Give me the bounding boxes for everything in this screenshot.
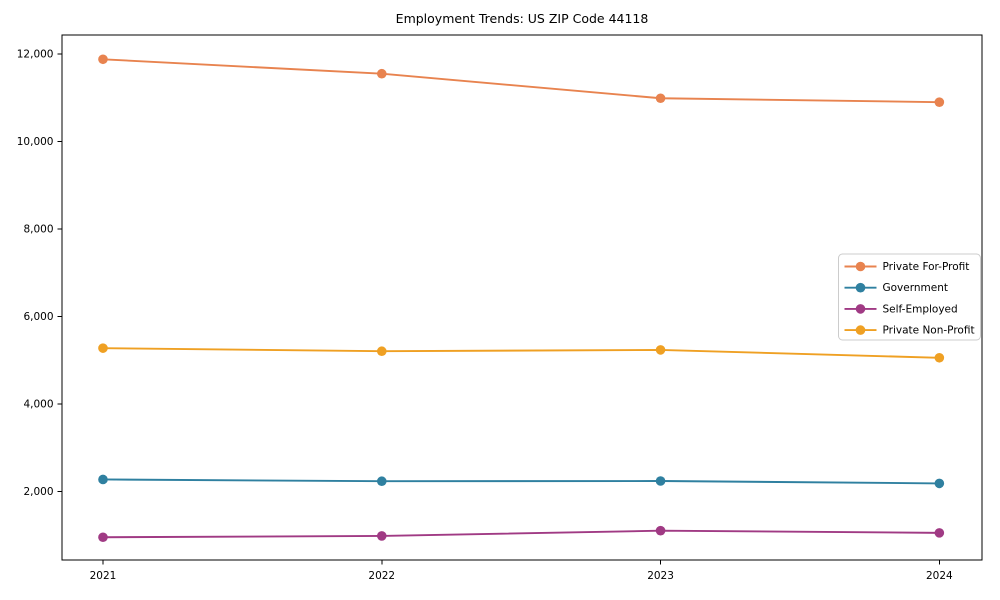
y-tick-label: 4,000 [23,399,53,411]
legend-label: Government [883,282,948,294]
data-point-private-non-profit-2021 [98,343,108,353]
chart-title: Employment Trends: US ZIP Code 44118 [395,11,649,26]
legend-item-self-employed: Self-Employed [844,303,958,315]
legend-item-private-for-profit: Private For-Profit [844,261,970,273]
x-axis: 2021 2022 2023 2024 [90,560,953,582]
x-tick-label: 2021 [90,570,117,582]
legend-item-private-non-profit: Private Non-Profit [844,325,975,337]
data-point-government-2022 [376,476,387,487]
data-point-private-non-profit-2024 [934,352,945,363]
series-private-for-profit [98,54,945,107]
y-tick-label: 10,000 [17,136,54,148]
data-point-private-non-profit-2023 [655,345,666,355]
legend-swatch-marker [855,325,866,335]
legend-label: Self-Employed [883,303,958,315]
data-point-private-for-profit-2022 [376,68,387,79]
data-point-private-for-profit-2024 [934,97,945,107]
series-line-government [102,478,941,485]
legend-label: Private For-Profit [883,261,970,273]
x-tick-label: 2024 [926,570,953,582]
data-point-self-employed-2023 [655,525,666,536]
series-line-self-employed [102,529,941,539]
data-point-government-2021 [98,474,108,485]
x-tick-label: 2022 [368,570,395,582]
legend: Private For-Profit Government Self-Employe… [838,253,981,341]
legend-item-government: Government [844,282,948,294]
y-tick-label: 12,000 [17,49,54,61]
x-tick-label: 2023 [647,570,674,582]
series-self-employed [98,525,945,543]
legend-swatch-marker [855,261,866,272]
y-tick-label: 6,000 [23,311,53,323]
series-government [98,474,945,489]
data-point-private-for-profit-2023 [655,93,666,104]
data-point-self-employed-2024 [934,528,945,538]
series-line-private-non-profit [102,347,941,359]
plot-border [61,34,983,561]
legend-swatch-marker [855,304,866,314]
data-point-private-non-profit-2022 [376,346,387,357]
legend-label: Private Non-Profit [883,325,975,337]
legend-box [838,253,981,341]
data-point-government-2024 [934,478,945,489]
data-point-government-2023 [655,476,666,486]
data-point-self-employed-2022 [376,531,387,541]
y-tick-label: 8,000 [23,224,53,236]
series-line-private-for-profit [102,58,941,104]
data-point-private-for-profit-2021 [98,54,108,65]
series-private-non-profit [98,343,945,363]
y-axis: 2,000 4,000 6,000 8,000 10,000 12,000 [17,49,62,498]
data-point-self-employed-2021 [98,532,108,543]
legend-swatch-marker [855,282,866,293]
y-tick-label: 2,000 [23,486,53,498]
